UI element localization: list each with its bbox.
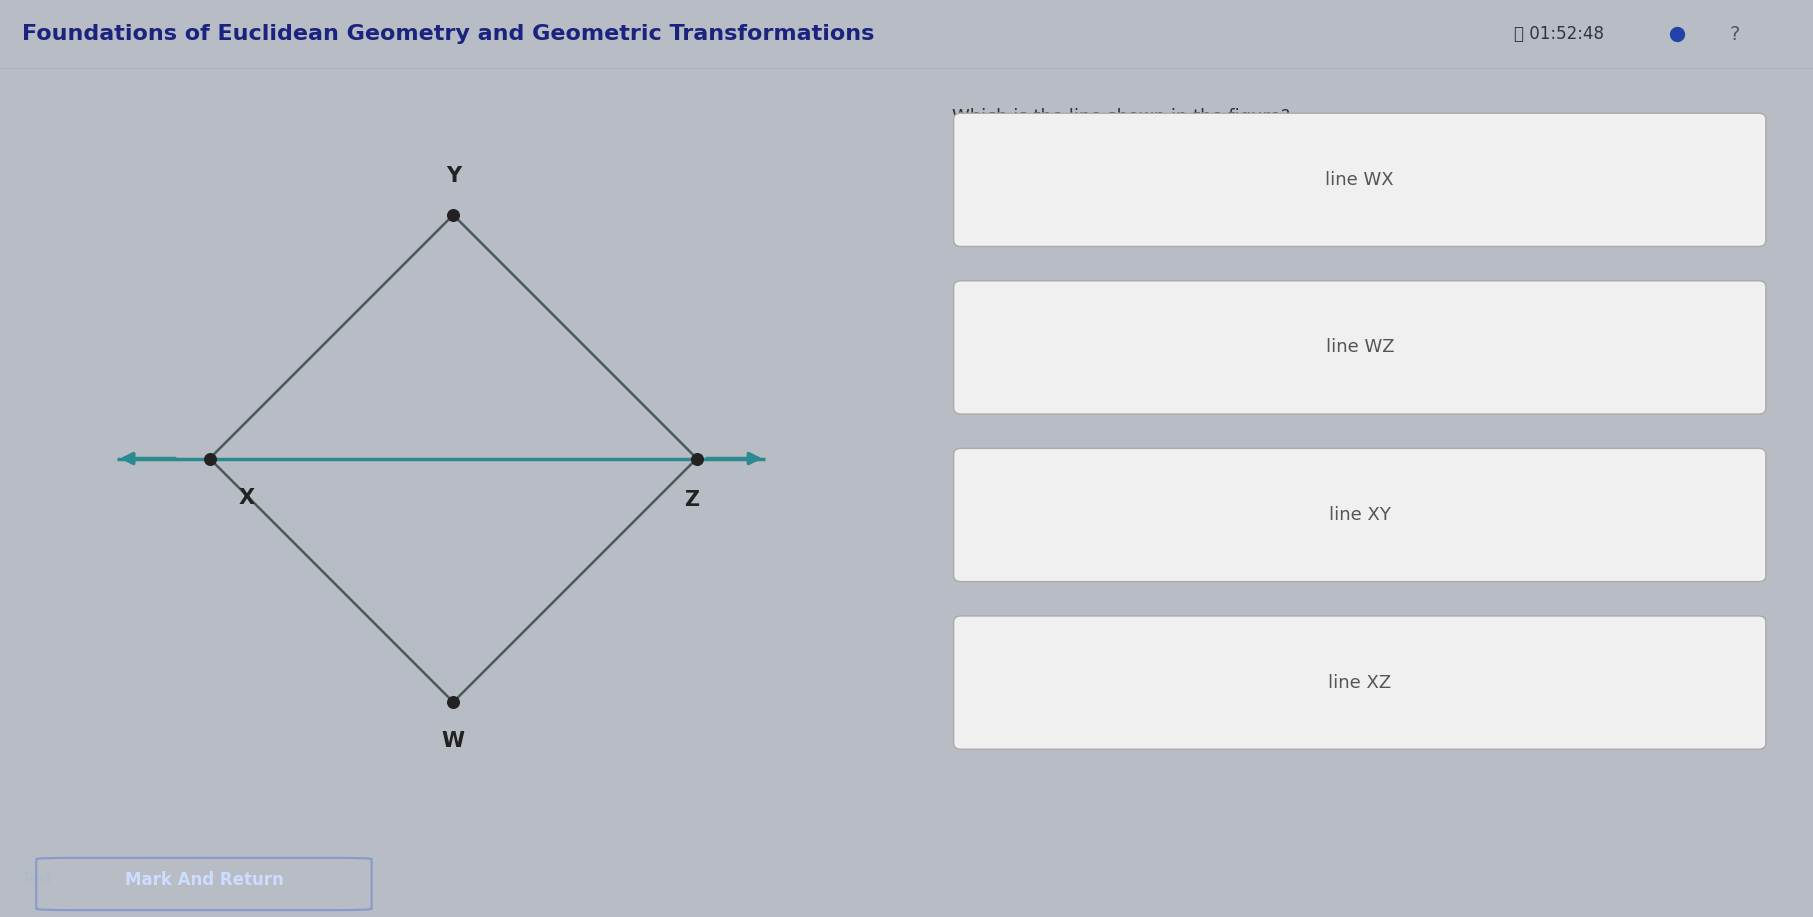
FancyBboxPatch shape [954,113,1766,247]
FancyBboxPatch shape [954,616,1766,749]
Text: Test: Test [22,872,53,887]
Text: X: X [239,488,256,508]
Text: Foundations of Euclidean Geometry and Geometric Transformations: Foundations of Euclidean Geometry and Ge… [22,25,874,44]
FancyBboxPatch shape [954,448,1766,581]
Text: line XZ: line XZ [1329,674,1391,691]
Point [439,207,468,222]
FancyBboxPatch shape [954,281,1766,414]
Point [439,695,468,710]
Text: line XY: line XY [1329,506,1391,524]
Text: ⏱ 01:52:48: ⏱ 01:52:48 [1514,26,1605,43]
Text: Which is the line shown in the figure?: Which is the line shown in the figure? [952,108,1291,126]
Text: Y: Y [446,166,461,186]
Point [196,451,225,466]
Text: Z: Z [684,491,700,510]
Text: W: W [442,732,464,751]
Text: ?: ? [1730,25,1740,44]
Text: Mark And Return: Mark And Return [125,871,285,889]
Point [682,451,711,466]
Text: line WZ: line WZ [1325,338,1394,357]
Text: line WX: line WX [1325,171,1394,189]
